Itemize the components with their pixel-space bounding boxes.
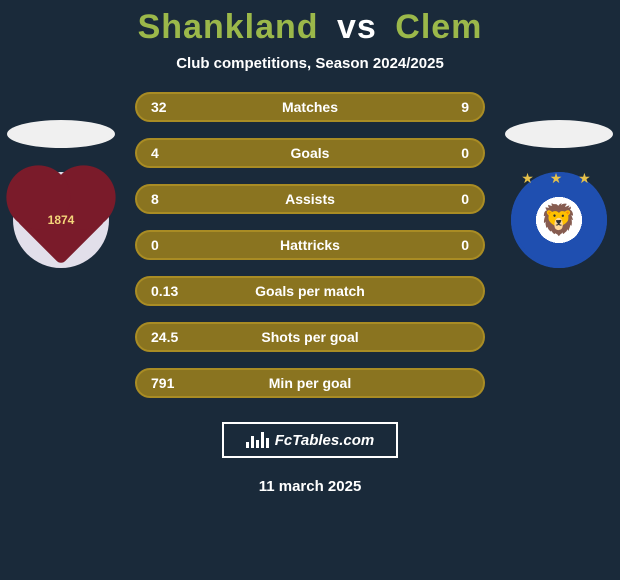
stars-icon: ★ ★ ★ <box>521 170 596 187</box>
stat-row: 24.5 Shots per goal <box>135 322 485 352</box>
brand-text: FcTables.com <box>275 432 374 449</box>
stat-value-left: 4 <box>151 145 191 161</box>
club-founded-year: 1874 <box>48 213 75 227</box>
comparison-title: Shankland vs Clem <box>0 0 620 47</box>
player2-name: Clem <box>395 8 482 46</box>
stat-label: Shots per goal <box>261 329 358 345</box>
stat-value-left: 0 <box>151 237 191 253</box>
stat-value-right: 0 <box>429 237 469 253</box>
stat-row: 791 Min per goal <box>135 368 485 398</box>
stat-row: 4 Goals 0 <box>135 138 485 168</box>
player1-column: 1874 <box>6 120 116 268</box>
date-label: 11 march 2025 <box>0 478 620 495</box>
stat-value-right: 9 <box>429 99 469 115</box>
stat-value-left: 8 <box>151 191 191 207</box>
stat-value-left: 32 <box>151 99 191 115</box>
subtitle: Club competitions, Season 2024/2025 <box>0 55 620 72</box>
player2-avatar-placeholder <box>505 120 613 148</box>
stat-value-left: 24.5 <box>151 329 191 345</box>
player2-club-badge: ★ ★ ★ 🦁 <box>511 172 607 268</box>
stat-label: Goals <box>291 145 330 161</box>
stat-label: Matches <box>282 99 338 115</box>
stat-row: 0 Hattricks 0 <box>135 230 485 260</box>
player1-name: Shankland <box>138 8 319 46</box>
stat-value-left: 0.13 <box>151 283 191 299</box>
stat-value-left: 791 <box>151 375 191 391</box>
stat-label: Hattricks <box>280 237 340 253</box>
stat-value-right: 0 <box>429 191 469 207</box>
stat-value-right: 0 <box>429 145 469 161</box>
player1-club-badge: 1874 <box>13 172 109 268</box>
brand-badge: FcTables.com <box>222 422 398 458</box>
stat-label: Assists <box>285 191 335 207</box>
stat-row: 8 Assists 0 <box>135 184 485 214</box>
player1-avatar-placeholder <box>7 120 115 148</box>
stats-table: 32 Matches 9 4 Goals 0 8 Assists 0 0 Hattricks 0 0.1… <box>135 92 485 398</box>
stat-label: Goals per match <box>255 283 365 299</box>
stat-row: 0.13 Goals per match <box>135 276 485 306</box>
player2-column: ★ ★ ★ 🦁 <box>504 120 614 268</box>
lion-icon: 🦁 <box>540 203 577 238</box>
barchart-icon <box>246 432 269 448</box>
stat-label: Min per goal <box>269 375 351 391</box>
stat-row: 32 Matches 9 <box>135 92 485 122</box>
vs-word: vs <box>337 8 377 46</box>
